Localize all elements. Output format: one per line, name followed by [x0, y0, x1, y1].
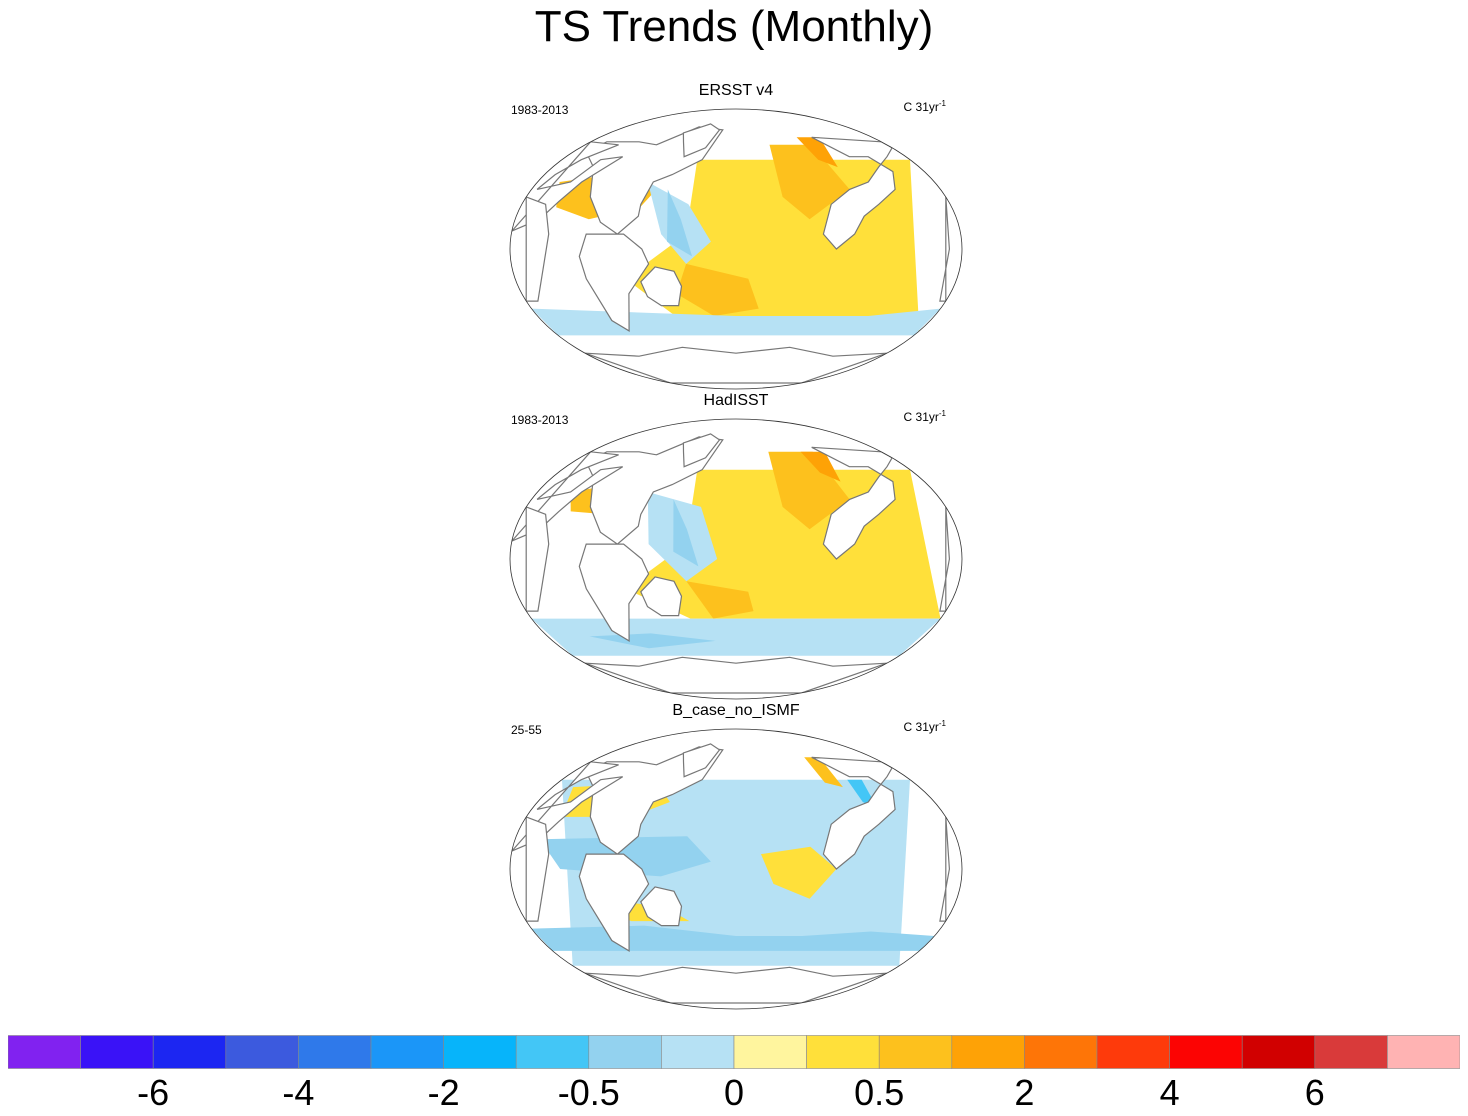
colorbar-box: [1241, 1035, 1316, 1069]
continent-greenland: [682, 743, 721, 778]
continent-australia: [640, 576, 683, 617]
continent-antarctica: [584, 346, 888, 384]
continent-africa-east: [939, 196, 951, 302]
colorbar-box: [588, 1035, 662, 1069]
trend-region: [531, 925, 935, 951]
colorbar-tick-label: 0: [723, 1072, 745, 1113]
panel-period: 25-55: [511, 723, 542, 737]
colorbar-box: [733, 1035, 807, 1069]
panel-period: 1983-2013: [511, 103, 569, 117]
colorbar-tick-label: -2: [427, 1072, 460, 1113]
colorbar-box: [80, 1035, 154, 1069]
continent-antarctica: [584, 966, 888, 1004]
map-panel-bcase: B_case_no_ISMF 25-55 C 31yr-1: [508, 702, 964, 1024]
colorbar-box: [515, 1035, 590, 1069]
map-border: [509, 728, 963, 1010]
colorbar-tick-label: -6: [137, 1072, 170, 1113]
colorbar-box: [661, 1035, 735, 1069]
trend-region: [673, 499, 699, 567]
colorbar-box: [1096, 1035, 1170, 1069]
colorbar-box: [1024, 1035, 1098, 1069]
map-plot: [509, 418, 963, 700]
map-border: [509, 108, 963, 390]
panel-period: 1983-2013: [511, 413, 569, 427]
colorbar-box: [1169, 1035, 1243, 1069]
continent-australia: [640, 886, 683, 927]
continent-africa: [525, 816, 550, 922]
panel-units: C 31yr-1: [903, 409, 946, 424]
panel-units: C 31yr-1: [903, 99, 946, 114]
continent-africa-east: [939, 506, 951, 612]
colorbar-box: [8, 1035, 81, 1069]
colorbar-box: [152, 1035, 227, 1069]
trend-region: [531, 308, 941, 336]
trend-region: [676, 263, 759, 316]
trend-region: [531, 618, 941, 656]
continent-antarctica: [584, 656, 888, 694]
continent-eurasia-east: [811, 756, 896, 870]
colorbar-box: [443, 1035, 517, 1069]
continent-africa-east: [939, 816, 951, 922]
map-panel-ersst: ERSST v4 1983-2013 C 31yr-1: [508, 82, 964, 404]
colorbar-tick-label: 6: [1304, 1072, 1325, 1113]
colorbar-box: [951, 1035, 1025, 1069]
trend-region: [686, 581, 754, 619]
chart-title: TS Trends (Monthly): [534, 2, 934, 51]
colorbar: [8, 1035, 1460, 1069]
continent-eurasia-east: [811, 446, 896, 560]
colorbar-box: [298, 1035, 372, 1069]
colorbar-tick-label: -0.5: [557, 1072, 620, 1113]
panel-title: HadISST: [703, 392, 769, 409]
continent-eurasia-east: [811, 136, 896, 250]
panel-units: C 31yr-1: [903, 719, 946, 734]
colorbar-box: [1387, 1035, 1460, 1069]
map-panel-hadisst: HadISST 1983-2013 C 31yr-1: [508, 392, 964, 714]
continent-south-america: [578, 853, 650, 952]
colorbar-tick-label: 4: [1159, 1072, 1180, 1113]
continent-greenland: [682, 123, 721, 158]
trend-region: [761, 846, 837, 899]
trend-region: [800, 451, 841, 482]
continent-africa: [525, 506, 550, 612]
colorbar-box: [370, 1035, 444, 1069]
map-border: [509, 418, 963, 700]
map-plot: [509, 108, 963, 390]
trend-region: [667, 189, 693, 257]
trend-region: [768, 451, 850, 530]
trend-region: [804, 757, 843, 788]
trend-region: [796, 137, 838, 168]
colorbar-tick-label: 0.5: [854, 1072, 905, 1113]
trend-region: [589, 633, 716, 649]
continent-australia: [640, 266, 683, 307]
continent-south-america: [578, 543, 650, 642]
colorbar-box: [878, 1035, 953, 1069]
colorbar-tick-label: 2: [1014, 1072, 1035, 1113]
map-plot: [509, 728, 963, 1010]
panel-title: ERSST v4: [698, 82, 774, 99]
panel-title: B_case_no_ISMF: [672, 702, 800, 719]
colorbar-box: [225, 1035, 299, 1069]
trend-region: [769, 144, 850, 220]
continent-south-america: [578, 233, 650, 332]
colorbar-tick-label: -4: [282, 1072, 315, 1113]
colorbar-box: [1314, 1035, 1388, 1069]
continent-africa: [525, 196, 550, 302]
colorbar-box: [806, 1035, 880, 1069]
continent-greenland: [682, 433, 721, 468]
